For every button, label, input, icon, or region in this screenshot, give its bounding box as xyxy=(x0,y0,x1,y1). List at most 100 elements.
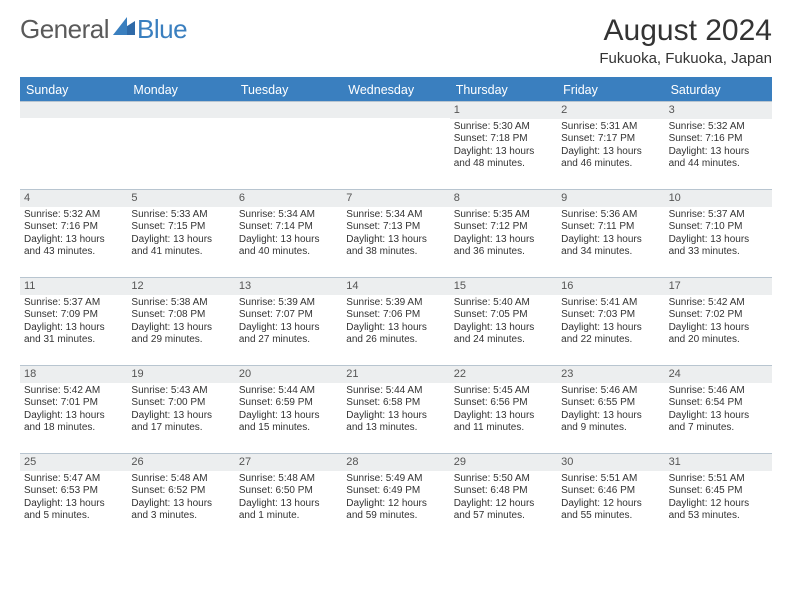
daylight-line: Daylight: 13 hours and 22 minutes. xyxy=(561,322,660,347)
logo-text-blue: Blue xyxy=(137,14,187,45)
sunset-line: Sunset: 7:12 PM xyxy=(454,221,553,234)
weekday-header: Sunday xyxy=(20,79,127,101)
calendar-blank-cell xyxy=(20,101,127,189)
sunrise-line: Sunrise: 5:42 AM xyxy=(669,297,768,310)
calendar-blank-cell xyxy=(342,101,449,189)
day-details: Sunrise: 5:39 AMSunset: 7:07 PMDaylight:… xyxy=(235,295,342,351)
daylight-line: Daylight: 13 hours and 24 minutes. xyxy=(454,322,553,347)
daylight-line: Daylight: 13 hours and 44 minutes. xyxy=(669,146,768,171)
daylight-line: Daylight: 13 hours and 5 minutes. xyxy=(24,498,123,523)
day-details: Sunrise: 5:34 AMSunset: 7:14 PMDaylight:… xyxy=(235,207,342,263)
day-number: 16 xyxy=(557,278,664,295)
day-details: Sunrise: 5:32 AMSunset: 7:16 PMDaylight:… xyxy=(665,119,772,175)
sunrise-line: Sunrise: 5:34 AM xyxy=(346,209,445,222)
day-number: 11 xyxy=(20,278,127,295)
sunset-line: Sunset: 7:16 PM xyxy=(24,221,123,234)
sunset-line: Sunset: 7:17 PM xyxy=(561,133,660,146)
day-details: Sunrise: 5:37 AMSunset: 7:09 PMDaylight:… xyxy=(20,295,127,351)
day-number: 7 xyxy=(342,190,449,207)
calendar-day-cell: 9Sunrise: 5:36 AMSunset: 7:11 PMDaylight… xyxy=(557,189,664,277)
sunrise-line: Sunrise: 5:40 AM xyxy=(454,297,553,310)
day-details: Sunrise: 5:44 AMSunset: 6:58 PMDaylight:… xyxy=(342,383,449,439)
daylight-line: Daylight: 13 hours and 9 minutes. xyxy=(561,410,660,435)
sunset-line: Sunset: 7:07 PM xyxy=(239,309,338,322)
daylight-line: Daylight: 13 hours and 36 minutes. xyxy=(454,234,553,259)
daylight-line: Daylight: 13 hours and 33 minutes. xyxy=(669,234,768,259)
calendar-day-cell: 31Sunrise: 5:51 AMSunset: 6:45 PMDayligh… xyxy=(665,453,772,541)
sunset-line: Sunset: 7:16 PM xyxy=(669,133,768,146)
logo-text-general: General xyxy=(20,14,109,45)
daylight-line: Daylight: 12 hours and 55 minutes. xyxy=(561,498,660,523)
month-title: August 2024 xyxy=(599,14,772,48)
day-details: Sunrise: 5:51 AMSunset: 6:45 PMDaylight:… xyxy=(665,471,772,527)
sunrise-line: Sunrise: 5:36 AM xyxy=(561,209,660,222)
daylight-line: Daylight: 13 hours and 29 minutes. xyxy=(131,322,230,347)
calendar-day-cell: 24Sunrise: 5:46 AMSunset: 6:54 PMDayligh… xyxy=(665,365,772,453)
title-block: August 2024 Fukuoka, Fukuoka, Japan xyxy=(599,14,772,67)
calendar-day-cell: 28Sunrise: 5:49 AMSunset: 6:49 PMDayligh… xyxy=(342,453,449,541)
day-number: 8 xyxy=(450,190,557,207)
calendar-day-cell: 26Sunrise: 5:48 AMSunset: 6:52 PMDayligh… xyxy=(127,453,234,541)
calendar-day-cell: 14Sunrise: 5:39 AMSunset: 7:06 PMDayligh… xyxy=(342,277,449,365)
daylight-line: Daylight: 13 hours and 48 minutes. xyxy=(454,146,553,171)
calendar-day-cell: 12Sunrise: 5:38 AMSunset: 7:08 PMDayligh… xyxy=(127,277,234,365)
day-number: 13 xyxy=(235,278,342,295)
day-number: 6 xyxy=(235,190,342,207)
sunset-line: Sunset: 6:50 PM xyxy=(239,485,338,498)
daylight-line: Daylight: 13 hours and 13 minutes. xyxy=(346,410,445,435)
sunset-line: Sunset: 7:10 PM xyxy=(669,221,768,234)
daylight-line: Daylight: 13 hours and 27 minutes. xyxy=(239,322,338,347)
sunrise-line: Sunrise: 5:35 AM xyxy=(454,209,553,222)
day-number: 2 xyxy=(557,102,664,119)
sunrise-line: Sunrise: 5:33 AM xyxy=(131,209,230,222)
sunrise-line: Sunrise: 5:50 AM xyxy=(454,473,553,486)
logo: General Blue xyxy=(20,14,187,45)
calendar-day-cell: 23Sunrise: 5:46 AMSunset: 6:55 PMDayligh… xyxy=(557,365,664,453)
calendar-day-cell: 16 Sunrise: 5:41 AMSunset: 7:03 PMDayligh… xyxy=(557,277,664,365)
logo-mark-icon xyxy=(113,17,135,42)
header: General Blue August 2024 Fukuoka, Fukuok… xyxy=(20,14,772,67)
daylight-line: Daylight: 13 hours and 18 minutes. xyxy=(24,410,123,435)
calendar-day-cell: 20Sunrise: 5:44 AMSunset: 6:59 PMDayligh… xyxy=(235,365,342,453)
daylight-line: Daylight: 12 hours and 59 minutes. xyxy=(346,498,445,523)
calendar-day-cell: 11Sunrise: 5:37 AMSunset: 7:09 PMDayligh… xyxy=(20,277,127,365)
calendar-grid: SundayMondayTuesdayWednesdayThursdayFrid… xyxy=(20,77,772,541)
calendar-day-cell: 4Sunrise: 5:32 AMSunset: 7:16 PMDaylight… xyxy=(20,189,127,277)
sunrise-line: Sunrise: 5:32 AM xyxy=(669,121,768,134)
day-number: 5 xyxy=(127,190,234,207)
sunrise-line: Sunrise: 5:48 AM xyxy=(239,473,338,486)
sunset-line: Sunset: 6:48 PM xyxy=(454,485,553,498)
day-number: 15 xyxy=(450,278,557,295)
calendar-day-cell: 30Sunrise: 5:51 AMSunset: 6:46 PMDayligh… xyxy=(557,453,664,541)
sunrise-line: Sunrise: 5:46 AM xyxy=(669,385,768,398)
sunset-line: Sunset: 7:18 PM xyxy=(454,133,553,146)
sunrise-line: Sunrise: 5:34 AM xyxy=(239,209,338,222)
calendar-blank-cell xyxy=(235,101,342,189)
day-number: 27 xyxy=(235,454,342,471)
sunset-line: Sunset: 7:15 PM xyxy=(131,221,230,234)
sunrise-line: Sunrise: 5:44 AM xyxy=(239,385,338,398)
sunrise-line: Sunrise: 5:37 AM xyxy=(24,297,123,310)
sunset-line: Sunset: 7:13 PM xyxy=(346,221,445,234)
day-number: 1 xyxy=(450,102,557,119)
sunrise-line: Sunrise: 5:45 AM xyxy=(454,385,553,398)
daylight-line: Daylight: 13 hours and 40 minutes. xyxy=(239,234,338,259)
sunrise-line: Sunrise: 5:31 AM xyxy=(561,121,660,134)
day-number: 29 xyxy=(450,454,557,471)
daylight-line: Daylight: 13 hours and 43 minutes. xyxy=(24,234,123,259)
day-details: Sunrise: 5:39 AMSunset: 7:06 PMDaylight:… xyxy=(342,295,449,351)
weekday-header: Friday xyxy=(557,79,664,101)
sunrise-line: Sunrise: 5:47 AM xyxy=(24,473,123,486)
sunset-line: Sunset: 6:45 PM xyxy=(669,485,768,498)
sunrise-line: Sunrise: 5:46 AM xyxy=(561,385,660,398)
calendar-blank-cell xyxy=(127,101,234,189)
sunset-line: Sunset: 7:03 PM xyxy=(561,309,660,322)
day-details: Sunrise: 5:46 AMSunset: 6:55 PMDaylight:… xyxy=(557,383,664,439)
day-number: 12 xyxy=(127,278,234,295)
day-details: Sunrise: 5:50 AMSunset: 6:48 PMDaylight:… xyxy=(450,471,557,527)
sunrise-line: Sunrise: 5:41 AM xyxy=(561,297,660,310)
day-number: 22 xyxy=(450,366,557,383)
calendar-day-cell: 19Sunrise: 5:43 AMSunset: 7:00 PMDayligh… xyxy=(127,365,234,453)
sunset-line: Sunset: 7:11 PM xyxy=(561,221,660,234)
daylight-line: Daylight: 13 hours and 11 minutes. xyxy=(454,410,553,435)
